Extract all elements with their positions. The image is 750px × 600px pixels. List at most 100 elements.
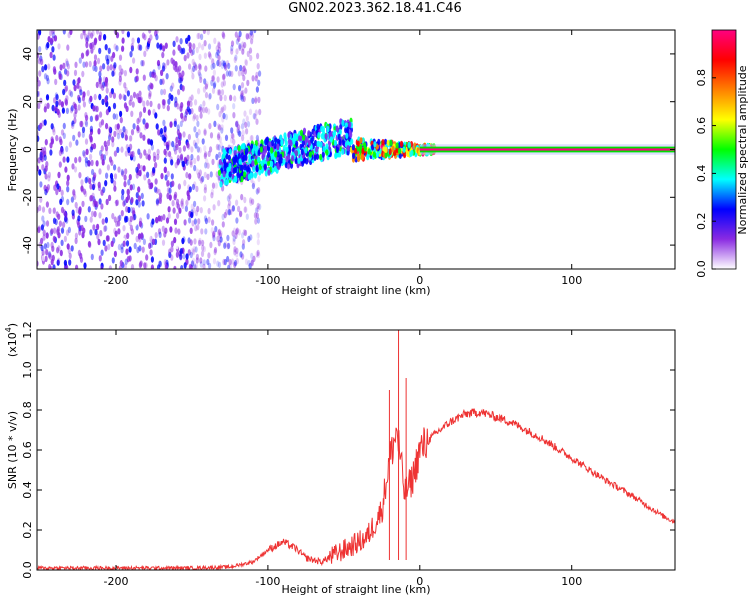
colorbar-tick-label: 0.8: [695, 69, 708, 87]
spectrogram-cell: [94, 228, 98, 236]
spectrogram-cell: [129, 135, 133, 142]
spectrogram-cell: [37, 90, 41, 98]
spectrogram-cell: [338, 138, 342, 146]
spectrogram-cell: [78, 156, 82, 163]
spectrogram-cell: [351, 144, 355, 151]
spectrogram-cell: [349, 131, 353, 138]
spectrogram-cell: [235, 228, 239, 236]
spectrogram-cell: [329, 136, 333, 143]
spectrogram-cell: [217, 89, 222, 96]
spectrogram-cell: [259, 146, 263, 153]
spectrogram-cell: [68, 259, 72, 266]
spectrogram-cell: [233, 227, 237, 234]
spectrogram-cell: [233, 261, 237, 269]
spectrogram-cell: [136, 124, 140, 132]
spectrogram-cell: [38, 70, 42, 77]
spectrogram-cell: [173, 265, 177, 269]
spectrogram-cell: [127, 146, 131, 154]
spectrogram-cell: [147, 233, 152, 241]
spectrogram-cell: [43, 106, 47, 113]
spectrogram-cell: [348, 121, 352, 128]
spectrogram-cell: [206, 173, 210, 180]
spectrogram-cell: [54, 78, 58, 86]
spectrogram-cell: [150, 182, 154, 189]
spectrogram-cell: [106, 58, 110, 65]
spectrogram-cell: [60, 189, 64, 196]
spectrogram-cell: [230, 48, 234, 55]
spectrogram-cell: [237, 35, 241, 42]
spectrogram-cell: [52, 54, 56, 61]
spectrogram-cell: [204, 65, 208, 72]
spectrogram-cell: [113, 62, 117, 69]
spectrogram-cell: [202, 106, 206, 114]
spectrogram-cell: [93, 60, 97, 67]
spectrogram-cell: [76, 82, 80, 89]
spectrogram-cell: [84, 160, 89, 168]
spectrogram-cell: [300, 148, 304, 155]
spectrogram-cell: [142, 165, 146, 172]
spectrogram-cell: [40, 237, 44, 245]
spectrogram-cell: [178, 147, 182, 154]
spectrogram-cell: [126, 188, 130, 196]
spectrogram-cell: [276, 162, 280, 169]
spectrogram-cell: [221, 221, 225, 228]
spectrogram-cell: [241, 70, 245, 77]
spectrogram-cell: [123, 199, 127, 206]
spectrogram-cell: [169, 85, 173, 92]
spectrogram-cell: [186, 52, 190, 59]
spectrogram-cell: [240, 193, 244, 201]
spectrogram-cell: [239, 211, 243, 218]
spectrogram-cell: [99, 230, 103, 237]
spectrogram-cell: [70, 196, 74, 203]
spectrogram-cell: [231, 133, 235, 140]
spectrogram-cell: [137, 201, 141, 208]
spectrogram-cell: [159, 44, 163, 51]
snr-series-line: [37, 407, 675, 570]
spectrogram-cell: [100, 203, 104, 210]
spectrogram-cell: [161, 225, 165, 232]
spectrogram-cell: [163, 63, 167, 70]
spectrogram-cell: [254, 109, 258, 116]
spectrogram-cell: [338, 128, 342, 136]
snr-panel: -200 -100 0 100 0.0 0.2 0.4 0.6 0.8 1.0 1.2 Heigh…: [4, 321, 676, 596]
spectrogram-cell: [98, 34, 102, 42]
spectrogram-cell: [304, 147, 308, 154]
spectrogram-cell: [359, 137, 363, 144]
spectrogram-cell: [252, 180, 256, 187]
spectrogram-cell: [230, 40, 235, 47]
spectrogram-cell: [113, 164, 117, 171]
spectrogram-cell: [37, 135, 40, 142]
spectrogram-cell: [111, 136, 115, 143]
spectrogram-cell: [173, 145, 177, 152]
spectrogram-cell: [245, 213, 249, 220]
spectrogram-cell: [238, 130, 242, 137]
spectrogram-cell: [391, 145, 395, 153]
spectrogram-cell: [170, 254, 174, 261]
spectrogram-cell: [196, 120, 200, 128]
spectrogram-cell: [124, 134, 128, 141]
spectrogram-cell: [195, 131, 199, 139]
spectrogram-y-tick-label: 20: [21, 95, 34, 109]
spectrogram-cell: [216, 103, 220, 111]
spectrogram-cell: [160, 88, 164, 96]
spectrogram-cell: [240, 95, 245, 102]
spectrogram-cell: [207, 51, 211, 58]
spectrogram-cell: [97, 238, 101, 246]
spectrogram-cell: [189, 251, 193, 259]
spectrogram-cell: [130, 206, 134, 214]
spectrogram-cell: [68, 141, 72, 148]
spectrogram-cell: [52, 264, 56, 269]
spectrogram-cell: [174, 191, 178, 198]
spectrogram-cell: [193, 113, 197, 120]
spectrogram-cell: [121, 37, 125, 44]
spectrogram-cell: [232, 112, 236, 119]
colorbar-tick-label: 0.2: [695, 212, 708, 230]
spectrogram-cell: [254, 159, 258, 166]
spectrogram-cell: [161, 239, 166, 246]
spectrogram-cell: [196, 224, 200, 231]
spectrogram-cell: [397, 147, 402, 155]
spectrogram-cell: [179, 120, 183, 128]
spectrogram-cell: [251, 148, 255, 155]
spectrogram-cell: [241, 48, 245, 55]
spectrogram-cell: [47, 171, 52, 179]
